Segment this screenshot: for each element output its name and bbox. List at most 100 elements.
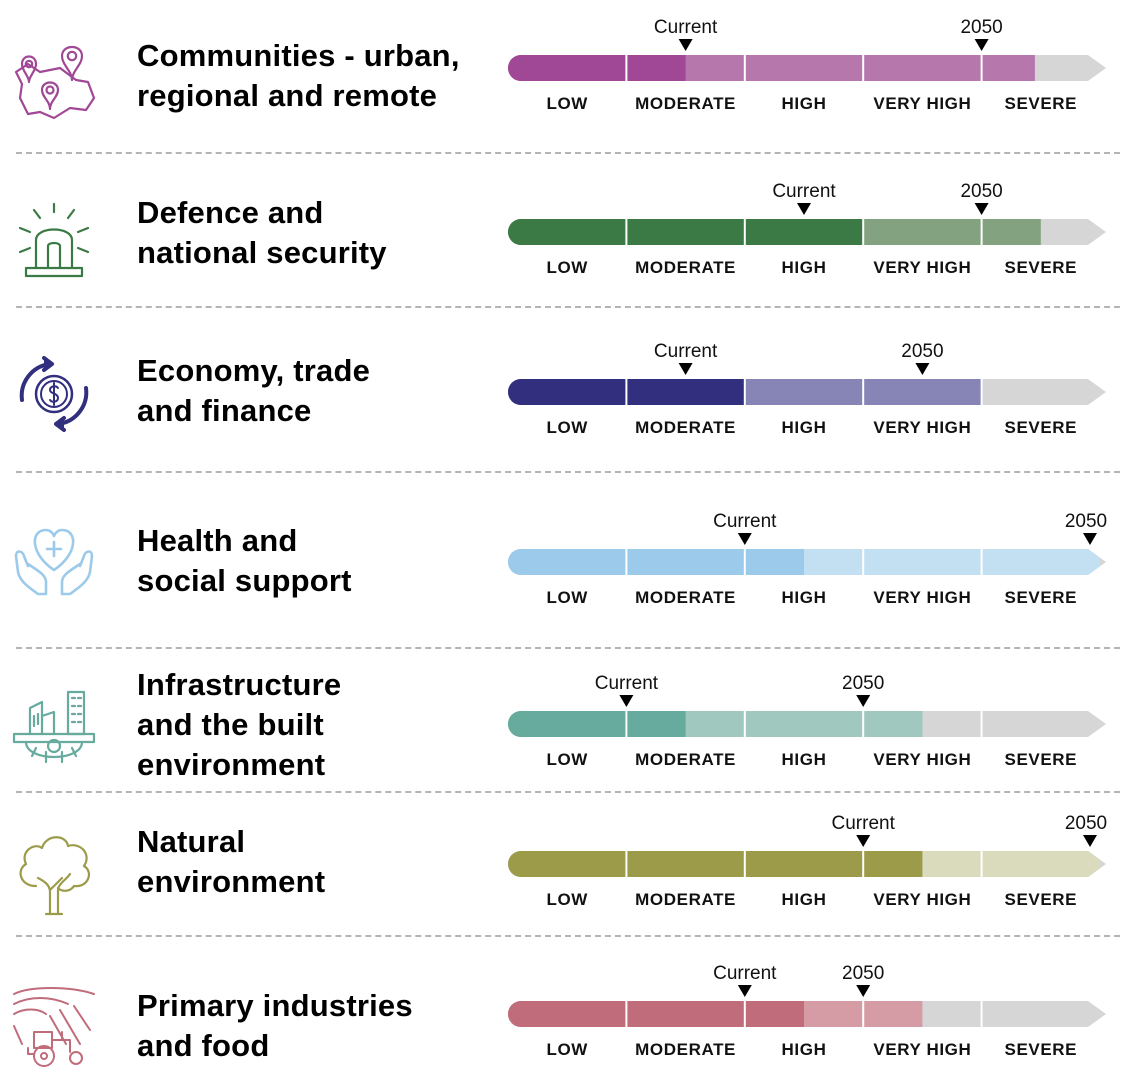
heart-hands-icon	[10, 512, 98, 600]
sector-title: Infrastructure and the built environment	[137, 665, 497, 785]
sector-title-line: social support	[137, 563, 352, 598]
risk-bar-group	[508, 379, 1106, 405]
marker-label: Current	[832, 813, 896, 834]
category-label: MODERATE	[635, 890, 736, 909]
marker-arrow	[856, 985, 871, 997]
marker-arrow	[974, 203, 989, 215]
category-label: MODERATE	[635, 588, 736, 607]
risk-bar-group	[508, 1001, 1106, 1027]
map-pins-icon	[10, 38, 98, 126]
sector-title-line: Primary industries	[137, 988, 413, 1023]
category-label: SEVERE	[1005, 890, 1078, 909]
risk-bar-group	[508, 711, 1106, 737]
risk-bar-group	[508, 851, 1106, 877]
category-label: VERY HIGH	[873, 750, 971, 769]
sector-title-line: Infrastructure	[137, 667, 342, 702]
row-divider	[16, 152, 1120, 154]
marker-arrow	[856, 695, 871, 707]
marker-label: Current	[713, 511, 777, 532]
risk-scale-chart: LOW MODERATE HIGH VERY HIGH SEVERE Current 205…	[508, 806, 1108, 916]
category-label: MODERATE	[635, 418, 736, 437]
risk-scale-svg: LOW MODERATE HIGH VERY HIGH SEVERE Current 205…	[508, 341, 1106, 437]
category-label: SEVERE	[1005, 750, 1078, 769]
sector-title-line: regional and remote	[137, 78, 438, 113]
sector-title: Economy, trade and finance	[137, 351, 497, 431]
category-label: LOW	[546, 588, 588, 607]
category-label: HIGH	[782, 258, 827, 277]
marker-label: Current	[654, 17, 718, 38]
marker-arrow	[737, 533, 752, 545]
marker-arrow	[915, 363, 930, 375]
risk-scale-chart: LOW MODERATE HIGH VERY HIGH SEVERE Current 205…	[508, 956, 1108, 1066]
marker-arrow	[737, 985, 752, 997]
category-label: LOW	[546, 94, 588, 113]
tree-icon	[10, 828, 98, 916]
marker-label: 2050	[842, 673, 884, 694]
sector-title-line: Defence and	[137, 195, 324, 230]
risk-scale-svg: LOW MODERATE HIGH VERY HIGH SEVERE Current 205…	[508, 813, 1107, 909]
category-label: VERY HIGH	[873, 1040, 971, 1059]
category-label: HIGH	[782, 418, 827, 437]
category-label: MODERATE	[635, 94, 736, 113]
sector-title-line: national security	[137, 235, 387, 270]
category-label: MODERATE	[635, 258, 736, 277]
sector-title-line: and finance	[137, 393, 312, 428]
marker-arrow	[678, 363, 693, 375]
category-label: VERY HIGH	[873, 890, 971, 909]
sector-title-line: Economy, trade	[137, 353, 371, 388]
category-label: SEVERE	[1005, 588, 1078, 607]
sector-title-line: Health and	[137, 523, 298, 558]
category-label: HIGH	[782, 750, 827, 769]
risk-bar-current	[508, 219, 864, 245]
buildings-gear-icon	[10, 686, 98, 774]
category-label: SEVERE	[1005, 1040, 1078, 1059]
marker-arrow	[619, 695, 634, 707]
marker-label: 2050	[1065, 511, 1107, 532]
category-label: MODERATE	[635, 1040, 736, 1059]
category-label: LOW	[546, 418, 588, 437]
category-label: SEVERE	[1005, 94, 1078, 113]
siren-light-icon	[10, 198, 98, 286]
marker-arrow	[678, 39, 693, 51]
row-divider	[16, 306, 1120, 308]
sector-title-line: environment	[137, 864, 326, 899]
category-label: HIGH	[782, 1040, 827, 1059]
row-divider	[16, 647, 1120, 649]
risk-scale-chart: LOW MODERATE HIGH VERY HIGH SEVERE Current 205…	[508, 666, 1108, 776]
category-label: LOW	[546, 1040, 588, 1059]
category-label: VERY HIGH	[873, 418, 971, 437]
marker-label: 2050	[901, 341, 943, 362]
marker-arrow	[1083, 533, 1097, 545]
marker-label: Current	[713, 963, 777, 984]
marker-label: Current	[772, 181, 836, 202]
sector-title: Primary industries and food	[137, 986, 497, 1066]
risk-scale-chart: LOW MODERATE HIGH VERY HIGH SEVERE Current 205…	[508, 504, 1108, 614]
risk-scale-chart: LOW MODERATE HIGH VERY HIGH SEVERE Current 205…	[508, 334, 1108, 444]
risk-bar-current	[508, 851, 923, 877]
marker-label: Current	[654, 341, 718, 362]
sector-title-line: and the built	[137, 707, 324, 742]
sector-title: Health and social support	[137, 521, 497, 601]
category-label: SEVERE	[1005, 258, 1078, 277]
risk-bar-group	[508, 549, 1106, 575]
sector-title: Communities - urban, regional and remote	[137, 36, 497, 116]
category-label: VERY HIGH	[873, 588, 971, 607]
sector-title-line: and food	[137, 1028, 270, 1063]
risk-scale-chart: LOW MODERATE HIGH VERY HIGH SEVERE Current 205…	[508, 174, 1108, 284]
risk-bar-group	[508, 55, 1106, 81]
risk-scale-svg: LOW MODERATE HIGH VERY HIGH SEVERE Current 205…	[508, 181, 1106, 277]
risk-scale-chart: LOW MODERATE HIGH VERY HIGH SEVERE Current 205…	[508, 10, 1108, 120]
category-label: VERY HIGH	[873, 258, 971, 277]
category-label: HIGH	[782, 890, 827, 909]
tractor-field-icon	[10, 982, 98, 1070]
marker-label: 2050	[960, 181, 1002, 202]
sector-title-line: Communities - urban,	[137, 38, 460, 73]
risk-bar-current	[508, 55, 686, 81]
row-divider	[16, 935, 1120, 937]
marker-arrow	[856, 835, 871, 847]
risk-scale-svg: LOW MODERATE HIGH VERY HIGH SEVERE Current 205…	[508, 673, 1106, 769]
risk-bar-group	[508, 219, 1106, 245]
row-divider	[16, 791, 1120, 793]
category-label: SEVERE	[1005, 418, 1078, 437]
category-label: VERY HIGH	[873, 94, 971, 113]
